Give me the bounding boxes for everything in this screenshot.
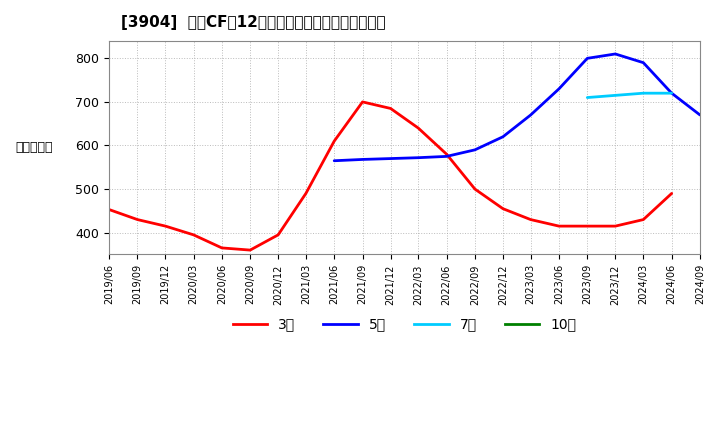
Text: [3904]  営業CFの12か月移動合計の標準偏差の推移: [3904] 営業CFの12か月移動合計の標準偏差の推移 [121, 15, 386, 30]
Legend: 3年, 5年, 7年, 10年: 3年, 5年, 7年, 10年 [227, 312, 582, 337]
Y-axis label: （百万円）: （百万円） [15, 141, 53, 154]
